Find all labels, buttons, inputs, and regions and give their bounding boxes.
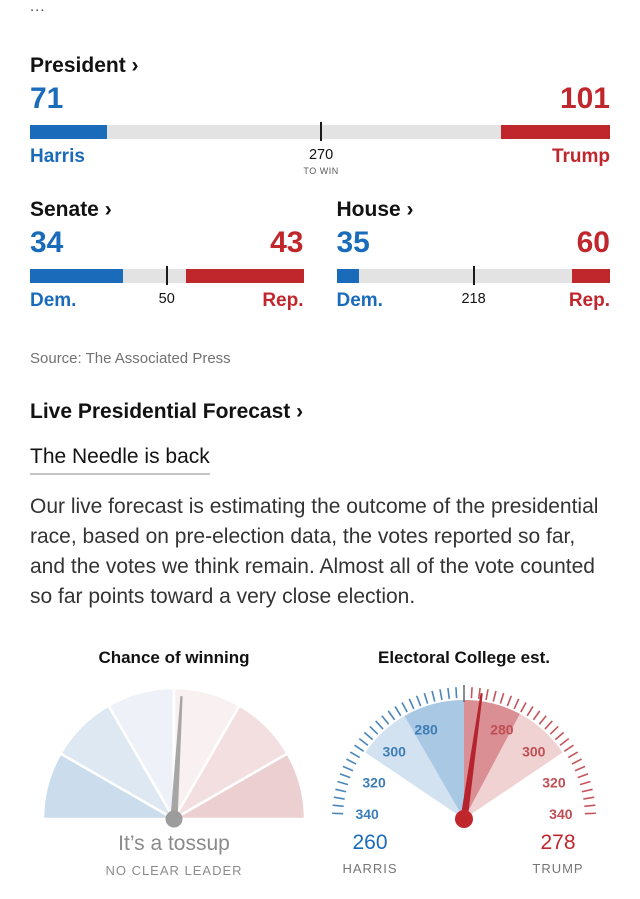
senate-bar-chart (30, 266, 304, 285)
house-bar-chart (336, 266, 610, 285)
senate-threshold-value: 50 (158, 291, 175, 307)
chance-gauge-chart (41, 686, 307, 828)
svg-text:340: 340 (355, 806, 379, 822)
forecast-section-title[interactable]: Live Presidential Forecast › (30, 400, 304, 423)
electoral-gauge-hub (455, 810, 473, 828)
house-threshold-label: 218 (461, 291, 485, 307)
overflow-text: ... (30, 0, 46, 15)
trump-bar-fill (501, 125, 610, 139)
house-threshold-value: 218 (461, 291, 486, 307)
senate-dem-count: 34 (30, 226, 64, 259)
gauges-row: Chance of winning It’s a tossup NO CLEAR… (30, 648, 610, 878)
president-race: President › 71 101 Harris 270 TO WIN Tru… (30, 0, 610, 176)
trump-estimate: 278 TRUMP (516, 831, 600, 876)
president-counts: 71 101 (30, 84, 610, 114)
svg-text:280: 280 (414, 722, 438, 738)
congress-row: Senate › 34 43 Dem. 50 Rep. House › 35 (30, 198, 610, 320)
house-dem-label: Dem. (336, 290, 383, 311)
president-title[interactable]: President › (30, 54, 139, 77)
senate-dem-fill (30, 269, 123, 283)
house-counts: 35 60 (337, 228, 611, 258)
house-rep-label: Rep. (568, 290, 610, 311)
house-race: House › 35 60 Dem. 218 Rep. (336, 198, 611, 320)
svg-text:300: 300 (522, 744, 546, 760)
chance-gauge-hub (165, 810, 183, 828)
chance-needle (170, 696, 183, 820)
electoral-gauge-chart: 280 280 300 300 320 320 340 340 (332, 685, 596, 828)
senate-threshold-label: 50 (159, 291, 175, 307)
electoral-gauge-column: Electoral College est. 280 280 300 300 320 32… (318, 648, 610, 878)
electoral-gauge-title: Electoral College est. (378, 648, 550, 667)
electoral-needle (460, 693, 483, 820)
senate-bar-footer: Dem. 50 Rep. (30, 290, 304, 320)
threshold-value: 270 (308, 147, 334, 163)
senate-threshold-tick (165, 266, 168, 285)
svg-text:320: 320 (542, 775, 566, 791)
house-rep-fill (572, 269, 610, 283)
source-attribution: Source: The Associated Press (30, 350, 231, 367)
president-bar-chart (30, 122, 610, 141)
house-bar-footer: Dem. 218 Rep. (337, 290, 611, 320)
house-threshold-tick (472, 266, 475, 285)
senate-counts: 34 43 (30, 228, 304, 258)
house-title[interactable]: House › (336, 198, 414, 221)
win-threshold-tick (320, 122, 323, 141)
svg-text:320: 320 (362, 775, 386, 791)
forecast-description: Our live forecast is estimating the outc… (30, 495, 599, 608)
house-rep-count: 60 (576, 226, 610, 259)
senate-dem-label: Dem. (30, 290, 77, 311)
house-dem-fill (336, 269, 359, 283)
harris-estimate-label: HARRIS (342, 861, 398, 876)
senate-rep-fill (185, 269, 304, 283)
trump-label: Trump (551, 146, 610, 167)
leader-status: NO CLEAR LEADER (105, 863, 243, 878)
harris-estimate: 260 HARRIS (328, 831, 412, 876)
svg-text:280: 280 (490, 722, 514, 738)
svg-text:300: 300 (383, 744, 407, 760)
trump-electoral-count: 101 (559, 82, 610, 115)
harris-electoral-count: 71 (30, 82, 64, 115)
chance-gauge-title: Chance of winning (98, 648, 250, 667)
win-threshold-label: 270 TO WIN (303, 147, 338, 176)
needle-link[interactable]: The Needle is back (30, 445, 210, 475)
trump-estimate-label: TRUMP (532, 861, 584, 876)
chance-gauge-column: Chance of winning It’s a tossup NO CLEAR… (30, 648, 318, 878)
house-dem-count: 35 (336, 226, 370, 259)
trump-estimate-value: 278 (540, 831, 576, 854)
svg-text:340: 340 (549, 806, 573, 822)
harris-estimate-value: 260 (352, 831, 388, 854)
harris-bar-fill (30, 125, 107, 139)
senate-rep-count: 43 (270, 226, 304, 259)
tossup-status: It’s a tossup (118, 832, 230, 855)
electoral-estimates-row: 260 HARRIS 278 TRUMP (318, 831, 610, 876)
senate-rep-label: Rep. (262, 290, 304, 311)
senate-title[interactable]: Senate › (30, 198, 112, 221)
senate-race: Senate › 34 43 Dem. 50 Rep. (30, 198, 304, 320)
harris-label: Harris (30, 146, 85, 167)
president-bar-footer: Harris 270 TO WIN Trump (30, 146, 610, 176)
threshold-sublabel: TO WIN (303, 166, 339, 176)
